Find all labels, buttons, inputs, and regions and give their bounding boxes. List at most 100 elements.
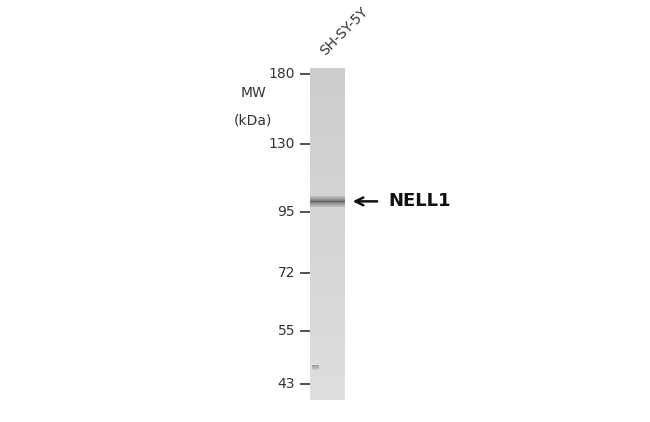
Bar <box>310 314 345 316</box>
Bar <box>310 386 345 387</box>
Bar <box>310 398 345 399</box>
Bar <box>310 156 345 157</box>
Bar <box>310 227 345 228</box>
Bar <box>310 169 345 170</box>
Bar <box>310 95 345 96</box>
Bar <box>310 170 345 171</box>
Bar <box>310 87 345 88</box>
Bar <box>310 75 345 76</box>
Bar <box>310 195 345 196</box>
Bar <box>310 135 345 136</box>
Bar <box>310 126 345 127</box>
Bar <box>310 344 345 346</box>
Bar <box>310 256 345 257</box>
Bar <box>310 68 345 69</box>
Bar <box>310 167 345 168</box>
Bar <box>310 300 345 301</box>
Bar <box>310 278 345 279</box>
Bar <box>310 326 345 327</box>
Bar <box>310 219 345 220</box>
Bar <box>310 79 345 80</box>
Bar <box>310 209 345 210</box>
Bar <box>310 221 345 222</box>
Bar <box>310 332 345 333</box>
Bar <box>310 180 345 181</box>
Bar <box>310 206 345 207</box>
Bar <box>310 109 345 110</box>
Bar <box>310 77 345 78</box>
Bar <box>310 105 345 106</box>
Bar <box>310 307 345 308</box>
Bar <box>310 106 345 107</box>
Bar <box>310 348 345 349</box>
Bar <box>310 94 345 95</box>
Bar <box>310 390 345 391</box>
Bar <box>310 350 345 351</box>
Bar <box>310 228 345 229</box>
Bar <box>310 99 345 100</box>
Bar <box>310 127 345 128</box>
Bar <box>310 177 345 178</box>
Bar <box>310 124 345 126</box>
Bar <box>310 120 345 121</box>
Bar <box>310 208 345 209</box>
Bar <box>310 110 345 111</box>
Bar <box>310 160 345 161</box>
Bar <box>310 128 345 129</box>
Bar <box>310 154 345 156</box>
Bar <box>310 251 345 252</box>
Bar <box>310 365 345 367</box>
Bar <box>310 358 345 359</box>
Bar <box>310 275 345 276</box>
Bar <box>310 138 345 139</box>
Bar <box>310 237 345 238</box>
Bar <box>310 292 345 293</box>
Bar <box>310 273 345 275</box>
Bar <box>310 341 345 342</box>
Bar <box>310 387 345 388</box>
Bar <box>310 211 345 212</box>
Bar <box>310 69 345 70</box>
Bar <box>310 139 345 140</box>
Bar <box>310 81 345 82</box>
Bar <box>310 254 345 256</box>
Bar <box>310 339 345 340</box>
Bar <box>310 335 345 337</box>
Bar <box>310 287 345 288</box>
Bar <box>310 257 345 258</box>
Bar <box>310 376 345 377</box>
Bar <box>310 395 345 397</box>
Bar <box>310 268 345 269</box>
Bar <box>310 188 345 189</box>
Bar <box>310 131 345 133</box>
Bar <box>310 136 345 137</box>
Bar <box>310 377 345 378</box>
Bar <box>310 129 345 130</box>
Bar <box>310 259 345 260</box>
Bar <box>310 384 345 386</box>
Bar <box>310 117 345 118</box>
Bar <box>310 165 345 166</box>
Bar <box>310 192 345 193</box>
Bar <box>310 217 345 218</box>
Bar <box>310 319 345 320</box>
Bar <box>310 137 345 138</box>
Bar <box>310 298 345 299</box>
Bar <box>310 179 345 180</box>
Bar <box>310 272 345 273</box>
Bar <box>310 121 345 122</box>
Bar <box>310 78 345 79</box>
Text: 130: 130 <box>268 138 295 151</box>
Bar <box>310 70 345 71</box>
Bar <box>310 85 345 86</box>
Bar <box>310 187 345 188</box>
Bar <box>310 360 345 361</box>
Bar <box>310 249 345 250</box>
Bar <box>310 233 345 235</box>
Bar <box>310 198 345 199</box>
Bar <box>310 252 345 254</box>
Bar <box>310 295 345 296</box>
Bar <box>310 247 345 248</box>
Bar <box>310 370 345 371</box>
Bar <box>310 88 345 89</box>
